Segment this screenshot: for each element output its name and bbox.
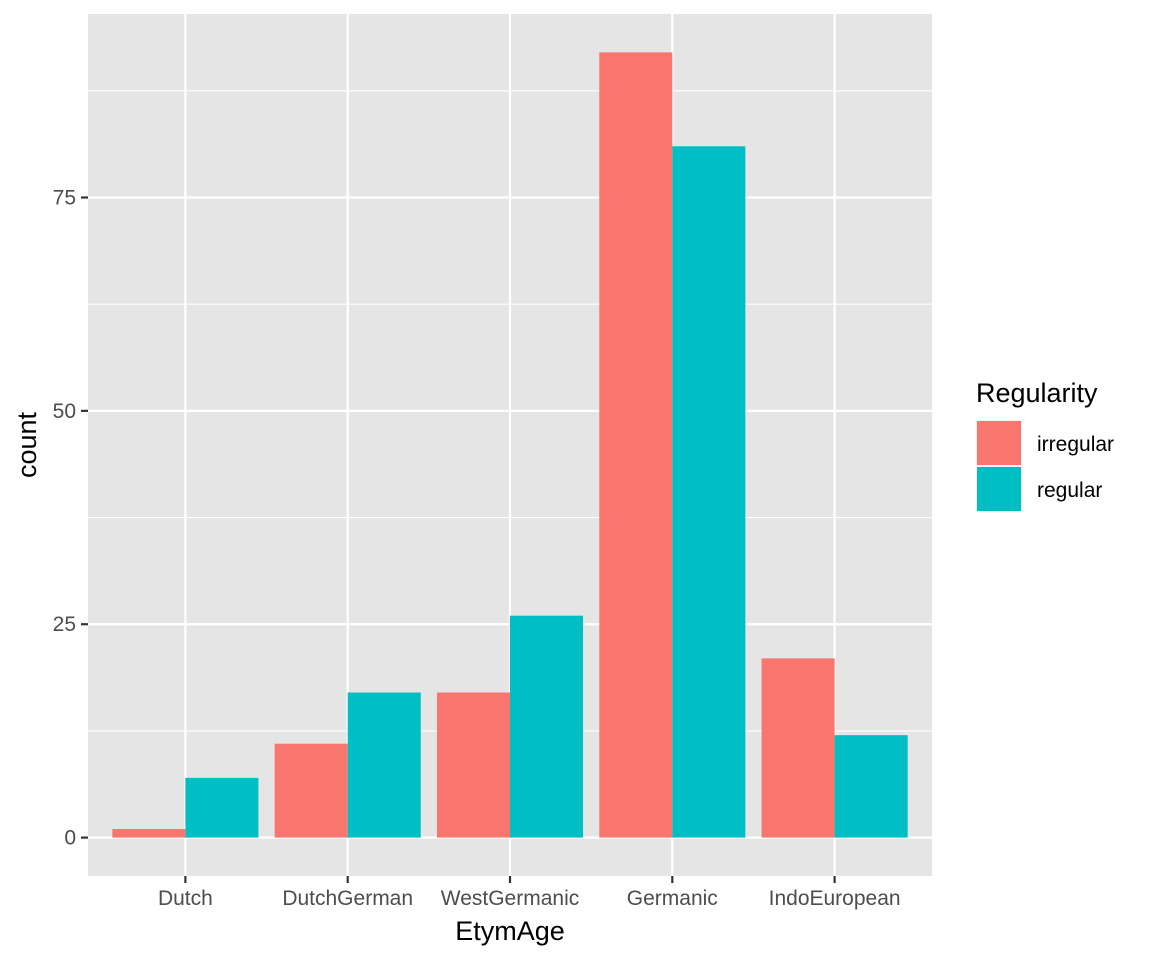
legend-swatch-regular xyxy=(977,467,1021,511)
legend-keys: irregular regular xyxy=(976,420,1114,512)
legend: Regularity irregular regular xyxy=(976,378,1114,512)
bar-regular xyxy=(510,615,584,838)
y-tick-label: 0 xyxy=(64,827,76,850)
bar-regular xyxy=(672,146,746,838)
legend-label: regular xyxy=(1037,479,1102,502)
bar-irregular xyxy=(599,52,673,838)
y-tick-label: 75 xyxy=(53,186,76,209)
bars xyxy=(112,52,908,838)
x-axis: Dutch DutchGerman WestGermanic Germanic Indo… xyxy=(158,876,901,910)
bar-irregular xyxy=(112,829,186,838)
legend-label: irregular xyxy=(1037,433,1114,456)
y-axis-title: count xyxy=(12,411,42,478)
y-tick-label: 25 xyxy=(53,613,76,636)
bar-irregular xyxy=(274,743,348,838)
legend-title: Regularity xyxy=(976,378,1098,408)
x-tick-label: IndoEuropean xyxy=(769,887,901,910)
x-tick-label: DutchGerman xyxy=(282,887,413,910)
x-tick-label: Dutch xyxy=(158,887,213,910)
x-tick-label: WestGermanic xyxy=(441,887,579,910)
bar-irregular xyxy=(436,692,510,838)
bar-regular xyxy=(834,735,908,838)
bar-irregular xyxy=(761,658,835,838)
y-axis: 0 25 50 75 xyxy=(53,186,88,850)
bar-regular xyxy=(347,692,421,838)
x-tick-label: Germanic xyxy=(627,887,718,910)
x-axis-title: EtymAge xyxy=(455,916,565,946)
y-tick-label: 50 xyxy=(53,400,76,423)
legend-swatch-irregular xyxy=(977,421,1021,465)
bar-regular xyxy=(185,777,259,838)
